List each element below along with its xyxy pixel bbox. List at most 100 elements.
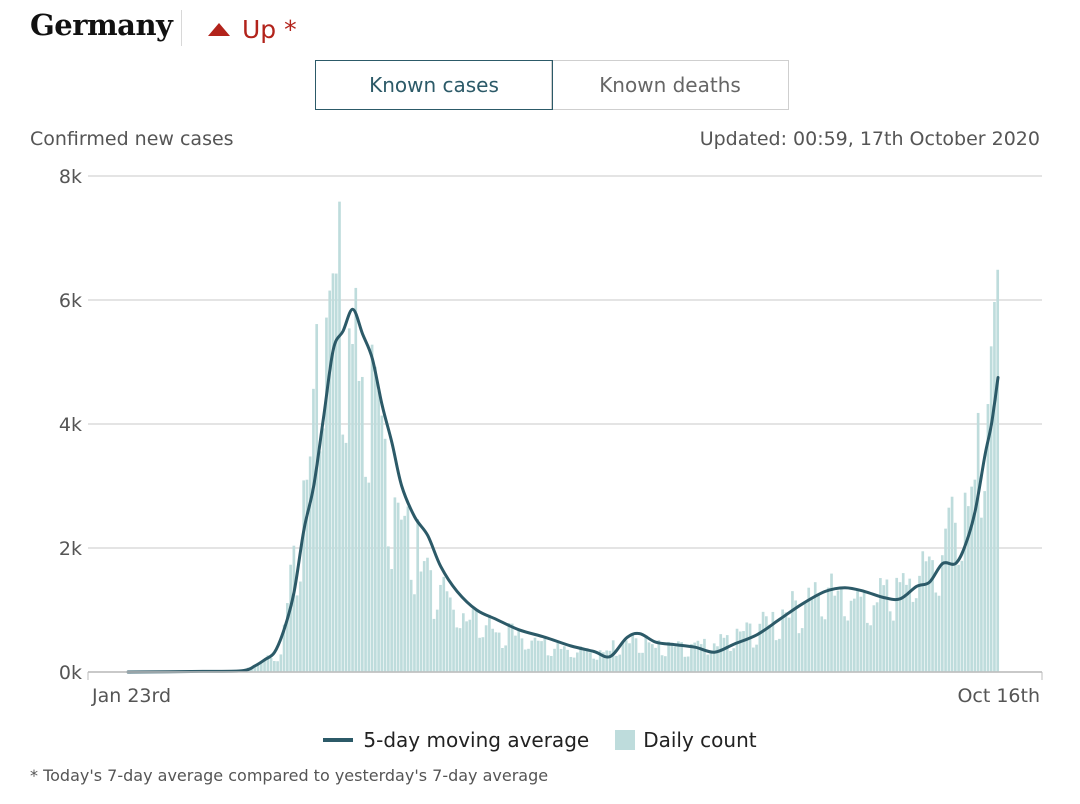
daily-count-bar xyxy=(963,492,967,672)
legend-bar-label: Daily count xyxy=(643,728,757,752)
daily-count-bar xyxy=(579,646,582,672)
daily-count-bar xyxy=(302,480,305,672)
daily-count-bar xyxy=(712,643,716,672)
daily-count-bar xyxy=(631,634,635,672)
daily-count-bar xyxy=(439,584,442,672)
daily-count-bar xyxy=(374,366,377,672)
daily-count-bar xyxy=(292,545,296,672)
daily-count-bar xyxy=(481,637,485,672)
daily-count-bar xyxy=(758,623,762,672)
chart-legend: 5-day moving average Daily count xyxy=(0,726,1080,754)
daily-count-bar xyxy=(406,506,410,672)
daily-count-bar xyxy=(576,652,579,672)
daily-count-bar xyxy=(341,434,345,672)
daily-count-bar xyxy=(885,579,889,672)
daily-count-bar xyxy=(351,344,354,672)
x-tick-label-end: Oct 16th xyxy=(957,685,1040,707)
daily-count-bar xyxy=(387,546,390,672)
daily-count-bar xyxy=(937,595,941,672)
daily-count-bar xyxy=(305,479,309,672)
daily-count-bar xyxy=(843,616,846,672)
daily-count-bar xyxy=(879,578,882,672)
daily-count-bar xyxy=(804,603,807,672)
daily-count-bar xyxy=(536,640,540,672)
daily-count-bar xyxy=(266,655,270,672)
daily-count-bar xyxy=(765,616,768,672)
daily-count-bar xyxy=(706,654,710,672)
daily-count-bar xyxy=(846,620,850,672)
daily-count-bar xyxy=(983,491,986,672)
triangle-up-icon xyxy=(208,22,230,36)
daily-count-bar xyxy=(514,635,517,672)
tab-known-cases[interactable]: Known cases xyxy=(315,60,553,110)
daily-count-bar xyxy=(683,656,687,672)
daily-count-bar xyxy=(895,577,899,672)
daily-count-bar xyxy=(693,642,696,672)
tab-known-deaths[interactable]: Known deaths xyxy=(551,60,789,110)
daily-count-bars xyxy=(129,201,1000,672)
daily-count-bar xyxy=(592,658,595,672)
daily-count-bar xyxy=(364,476,367,672)
daily-count-bar xyxy=(940,555,944,672)
daily-count-bar xyxy=(735,628,739,672)
daily-count-bar xyxy=(856,588,859,672)
y-tick-label: 2k xyxy=(59,538,82,560)
daily-count-bar xyxy=(970,486,973,672)
daily-count-bar xyxy=(778,638,781,672)
daily-count-bar xyxy=(409,579,413,672)
daily-count-bar xyxy=(898,582,902,672)
moving-average-line xyxy=(126,307,1000,674)
daily-count-bar xyxy=(572,657,576,672)
daily-count-bar xyxy=(556,642,560,672)
daily-count-bar xyxy=(787,617,791,672)
daily-count-bar xyxy=(416,519,420,672)
daily-count-bar xyxy=(442,576,446,672)
daily-count-bar xyxy=(338,201,341,672)
daily-count-bar xyxy=(677,641,680,672)
daily-count-bar xyxy=(761,611,765,672)
daily-count-bar xyxy=(523,649,527,672)
daily-count-bar xyxy=(432,618,436,672)
daily-count-bar xyxy=(944,528,947,672)
daily-count-bar xyxy=(605,650,609,672)
daily-count-bar xyxy=(250,668,253,672)
daily-count-bar xyxy=(282,624,286,672)
daily-count-bar xyxy=(716,646,719,672)
daily-count-bar xyxy=(615,655,618,672)
daily-count-bar xyxy=(435,609,439,672)
daily-count-bar xyxy=(377,390,380,672)
daily-count-bar xyxy=(484,625,488,672)
daily-count-bar xyxy=(908,578,912,672)
legend-bar-swatch xyxy=(615,730,636,750)
daily-count-bar xyxy=(823,619,827,672)
daily-count-bar xyxy=(980,517,983,672)
daily-count-bar xyxy=(950,496,954,672)
daily-count-bar xyxy=(833,595,837,672)
daily-count-bar xyxy=(794,600,798,672)
daily-count-bar xyxy=(729,650,732,672)
daily-count-bar xyxy=(791,591,794,672)
daily-count-bar xyxy=(914,598,918,672)
daily-count-bar xyxy=(321,428,325,672)
daily-count-bar xyxy=(905,584,908,672)
daily-count-bar xyxy=(637,652,641,672)
daily-count-bar xyxy=(954,522,957,672)
daily-count-bar xyxy=(563,646,566,672)
daily-count-bar xyxy=(461,613,465,672)
daily-count-bar xyxy=(393,497,397,672)
daily-count-bar xyxy=(660,655,664,672)
daily-count-bar xyxy=(312,388,315,672)
daily-count-bar xyxy=(976,412,980,672)
daily-count-bar xyxy=(664,656,667,672)
daily-count-bar xyxy=(836,590,840,672)
daily-count-bar xyxy=(800,628,804,672)
daily-count-bar xyxy=(380,415,384,672)
daily-count-bar xyxy=(543,636,547,672)
updated-timestamp: Updated: 00:59, 17th October 2020 xyxy=(699,128,1040,150)
daily-count-bar xyxy=(546,655,550,672)
daily-count-bar xyxy=(719,634,723,672)
daily-count-bar xyxy=(986,404,990,672)
daily-count-bar xyxy=(400,519,403,672)
daily-count-bar xyxy=(738,631,742,672)
daily-count-bar xyxy=(768,624,771,672)
